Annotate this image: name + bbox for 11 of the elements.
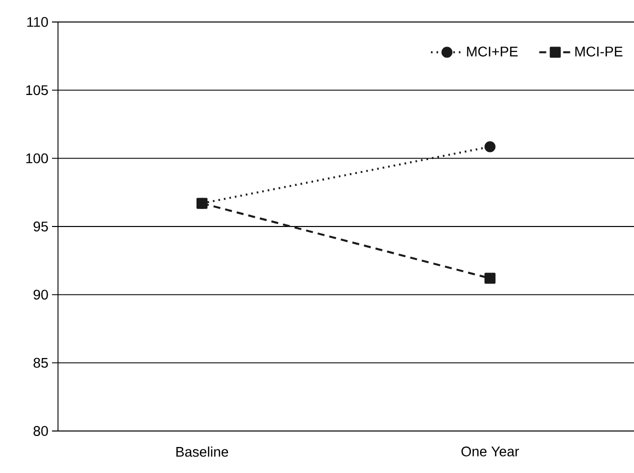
x-tick-label: One Year	[461, 446, 519, 456]
y-tick-label: 110	[27, 17, 48, 27]
y-tick-label: 105	[26, 85, 48, 96]
y-tick-label: 95	[34, 222, 48, 232]
legend-label: MCI+PE	[467, 46, 518, 57]
y-tick-label: 80	[34, 426, 48, 436]
y-tick-label: 85	[34, 358, 48, 368]
legend-label: MCI-PE	[575, 46, 622, 57]
y-tick-label: 90	[34, 290, 48, 300]
x-tick-label: Baseline	[176, 446, 228, 457]
y-tick-label: 100	[26, 153, 48, 164]
